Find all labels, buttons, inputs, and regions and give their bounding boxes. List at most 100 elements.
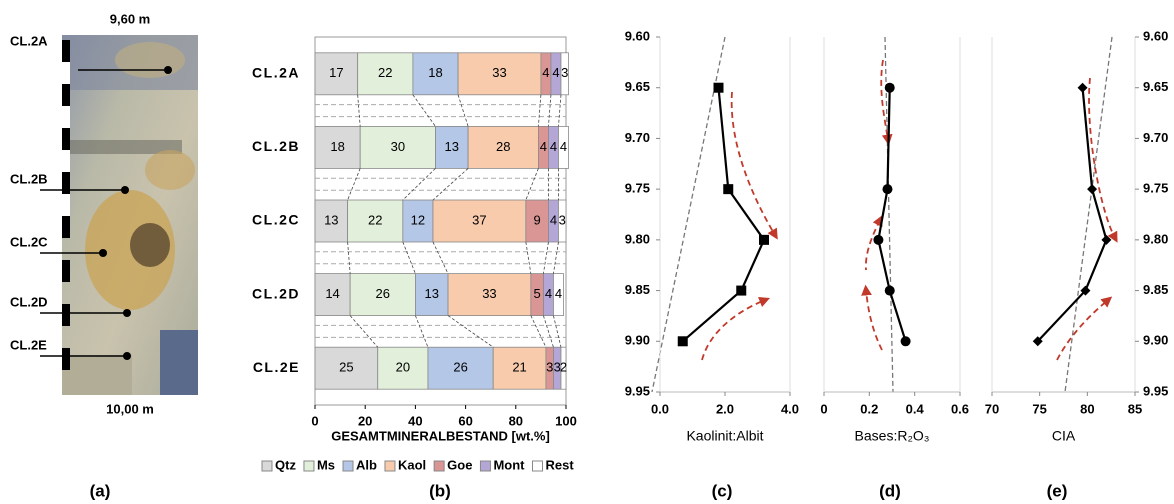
x-tick-label: 75 xyxy=(1032,401,1046,416)
legend-swatch xyxy=(303,460,315,472)
connector xyxy=(553,241,559,274)
category-label: CL.2C xyxy=(252,212,300,228)
segment-label: 33 xyxy=(482,286,496,301)
x-tick-label: 80 xyxy=(1080,401,1094,416)
sample-label: CL.2C xyxy=(10,234,48,249)
panel-label: (b) xyxy=(429,481,451,500)
bar-segment xyxy=(435,126,469,169)
connector xyxy=(447,315,494,348)
connector xyxy=(543,241,549,274)
bar-segment xyxy=(314,126,361,169)
marker xyxy=(900,336,911,347)
connector xyxy=(432,168,469,201)
marker xyxy=(1032,336,1043,347)
segment-label: 13 xyxy=(424,286,438,301)
y-tick-label: 9.65 xyxy=(1143,79,1168,94)
segment-label: 22 xyxy=(378,65,392,80)
x-tick-label: 0.2 xyxy=(860,401,878,416)
bar-segment xyxy=(349,273,416,317)
marker xyxy=(1080,285,1091,296)
connector xyxy=(525,241,532,274)
marker xyxy=(723,184,734,195)
segment-label: 4 xyxy=(550,212,557,227)
x-tick-label: 0 xyxy=(820,401,827,416)
y-tick-label: 9.90 xyxy=(625,333,650,348)
y-tick-label: 9.95 xyxy=(625,383,650,398)
bar-segment xyxy=(314,273,351,317)
y-tick-label: 9.75 xyxy=(625,181,650,196)
connector xyxy=(457,94,469,127)
connector xyxy=(402,241,416,274)
segment-label: 3 xyxy=(546,360,553,375)
bar-segment xyxy=(427,346,494,390)
segment-label: 13 xyxy=(324,212,338,227)
segment-label: 33 xyxy=(492,65,506,80)
segment-label: 26 xyxy=(453,360,467,375)
connector xyxy=(525,168,539,201)
x-tick-label: 2.0 xyxy=(716,401,734,416)
x-axis-label: Kaolinit:Albit xyxy=(686,428,763,444)
photo-bottom-label: 10,00 m xyxy=(106,401,154,416)
legend-label: Rest xyxy=(545,457,574,472)
bar-segment xyxy=(357,52,414,96)
panel-label: (c) xyxy=(712,481,733,500)
y-tick-label: 9.65 xyxy=(625,79,650,94)
segment-label: 18 xyxy=(428,65,442,80)
x-tick-label: 0.0 xyxy=(651,401,669,416)
panel-label: (e) xyxy=(1047,481,1068,500)
category-label: CL.2B xyxy=(252,138,300,154)
marker xyxy=(882,184,893,195)
marker xyxy=(1077,82,1088,93)
y-tick-label: 9.80 xyxy=(1143,231,1168,246)
bar-segment xyxy=(457,52,542,96)
connector xyxy=(432,241,449,274)
marker xyxy=(873,234,884,245)
segment-label: 14 xyxy=(325,286,339,301)
legend-swatch xyxy=(531,460,543,472)
marker xyxy=(884,82,895,93)
segment-label: 4 xyxy=(542,65,549,80)
sample-label: CL.2A xyxy=(10,33,48,48)
segment-label: 30 xyxy=(391,139,405,154)
y-tick-label: 9.60 xyxy=(625,28,650,43)
segment-label: 37 xyxy=(472,212,486,227)
segment-label: 3 xyxy=(559,212,566,227)
photo-top-label: 9,60 m xyxy=(110,11,150,26)
x-tick-label: 0.6 xyxy=(951,401,969,416)
connector xyxy=(553,315,562,348)
category-label: CL.2A xyxy=(252,65,300,81)
x-tick-label: 0.4 xyxy=(906,401,925,416)
segment-label: 17 xyxy=(329,65,343,80)
x-tick-label: 80 xyxy=(509,413,523,428)
x-tick-label: 20 xyxy=(358,413,372,428)
segment-label: 4 xyxy=(552,65,559,80)
trend-lines xyxy=(651,36,1113,393)
connector xyxy=(530,315,547,348)
segment-label: 4 xyxy=(555,286,562,301)
bar-segment xyxy=(314,52,359,96)
connector xyxy=(558,94,562,127)
category-label: CL.2E xyxy=(253,359,300,375)
marker xyxy=(884,285,895,296)
data-line xyxy=(877,87,907,342)
bar-segment xyxy=(314,199,349,243)
y-tick-label: 9.95 xyxy=(1143,383,1168,398)
bar-segment xyxy=(553,273,564,317)
legend-swatch xyxy=(479,460,491,472)
segment-label: 18 xyxy=(330,139,344,154)
segment-label: 3 xyxy=(561,65,568,80)
x-tick-label: 70 xyxy=(985,401,999,416)
legend-swatch xyxy=(261,460,273,472)
y-tick-label: 9.85 xyxy=(1143,282,1168,297)
legend-swatch xyxy=(342,460,354,472)
bar-segment xyxy=(560,346,567,390)
marker xyxy=(677,336,688,347)
x-axis-label: CIA xyxy=(1052,428,1076,444)
segment-label: 9 xyxy=(534,212,541,227)
bar-segment xyxy=(558,126,569,169)
x-axis-label: GESAMTMINERALBESTAND [wt.%] xyxy=(331,428,550,443)
connector xyxy=(347,241,351,274)
y-tick-label: 9.85 xyxy=(625,282,650,297)
